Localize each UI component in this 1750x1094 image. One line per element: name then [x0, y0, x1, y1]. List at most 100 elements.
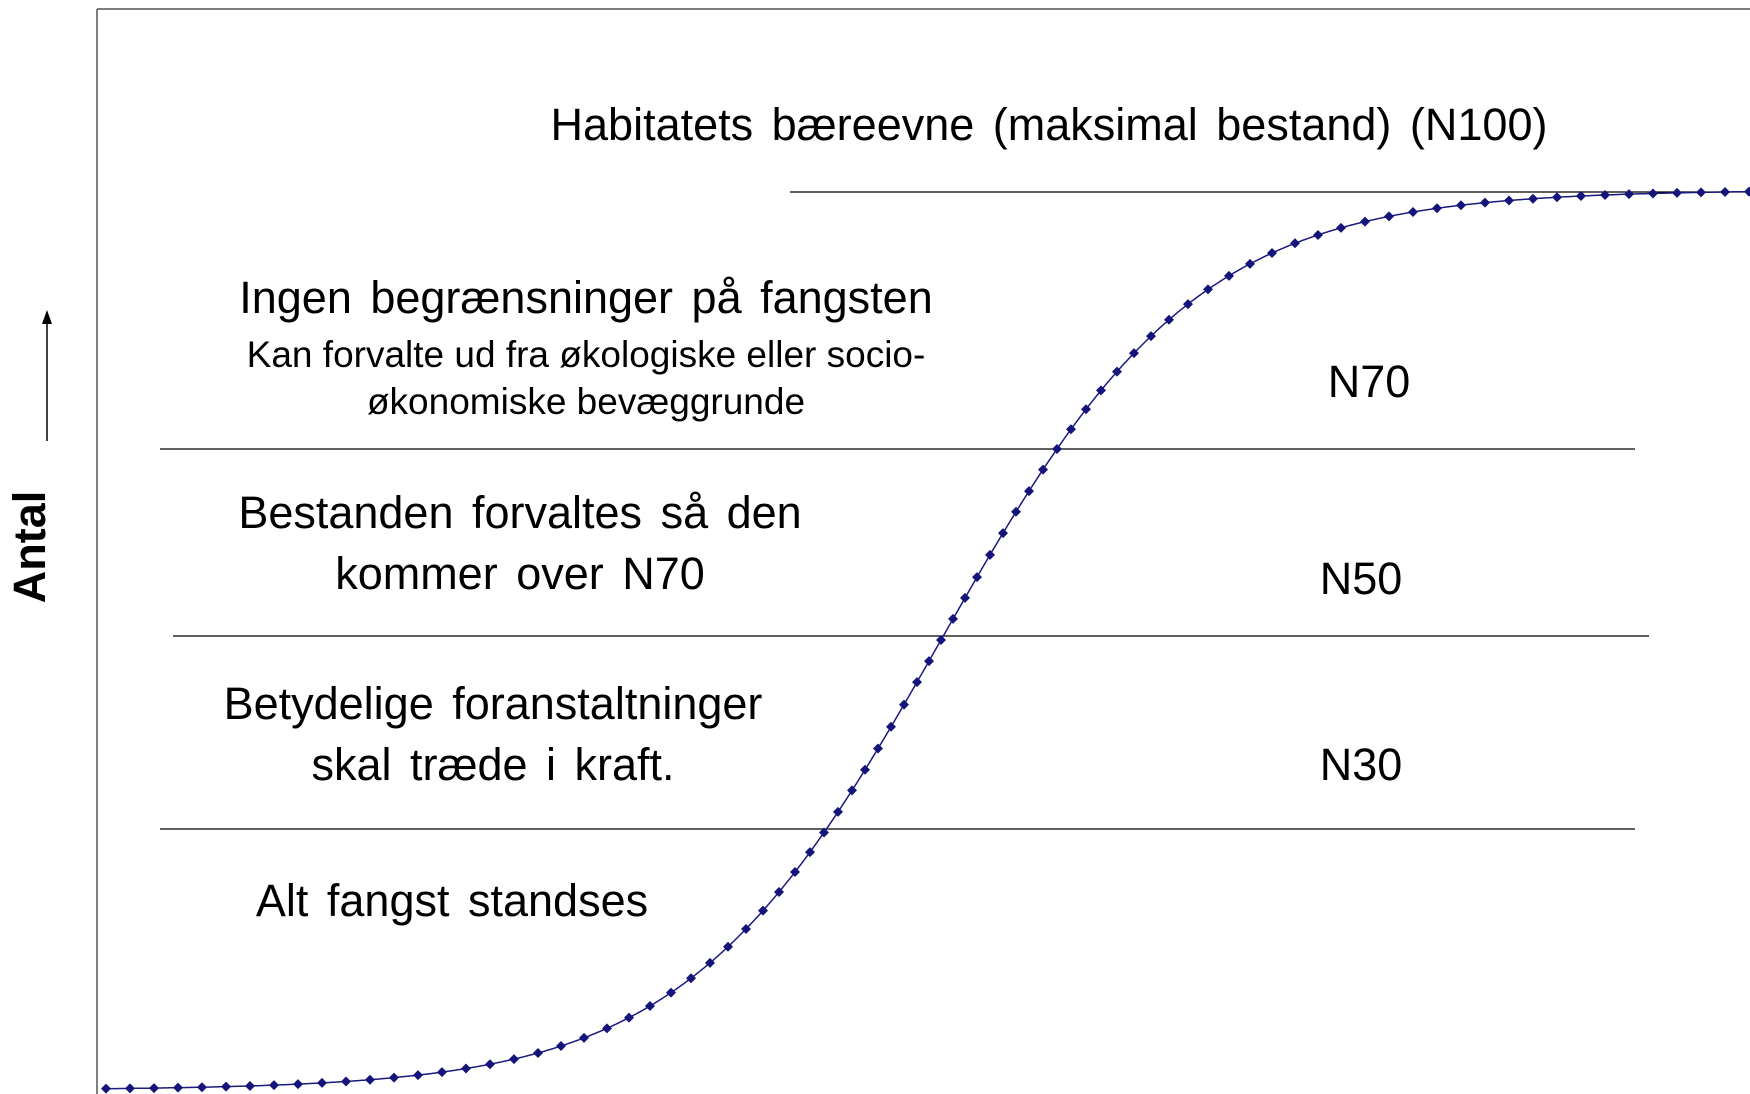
curve-marker — [1203, 284, 1213, 295]
zone-title: Bestanden forvaltes så den — [238, 487, 801, 538]
curve-marker — [972, 572, 982, 583]
curve-marker — [602, 1023, 612, 1034]
curve-marker — [1600, 189, 1610, 200]
curve-marker — [666, 987, 676, 998]
curve-marker — [1290, 238, 1300, 249]
curve-marker — [1066, 424, 1076, 435]
curve-marker — [1038, 464, 1048, 475]
curve-marker — [437, 1067, 447, 1078]
curve-marker — [1052, 443, 1062, 454]
curve-marker — [1011, 506, 1021, 517]
curve-marker — [1183, 299, 1193, 310]
curve-line — [106, 190, 1750, 1090]
curve-marker — [1267, 248, 1277, 259]
curve-marker — [173, 1082, 183, 1093]
curve-marker — [389, 1072, 399, 1083]
curve-marker — [1024, 486, 1034, 497]
curve-marker — [998, 528, 1008, 539]
curve-marker — [125, 1083, 135, 1094]
curve-marker — [833, 806, 843, 817]
curve-marker — [1552, 192, 1562, 203]
curve-marker — [1081, 404, 1091, 415]
zone-title: Alt fangst standses — [256, 875, 648, 926]
curve-marker — [1164, 314, 1174, 325]
curve-marker — [341, 1076, 351, 1087]
curve-marker — [624, 1012, 634, 1023]
curve-marker — [1129, 348, 1139, 359]
curve-marker — [805, 847, 815, 858]
curve-marker — [317, 1077, 327, 1088]
curve-marker — [579, 1032, 589, 1043]
axis-label: Antal — [4, 491, 55, 604]
curve-marker — [461, 1063, 471, 1074]
curve-marker — [1720, 186, 1730, 197]
curve-marker — [1146, 331, 1156, 342]
arrow-head — [42, 310, 52, 324]
curve-marker — [960, 592, 970, 603]
curve-marker — [365, 1074, 375, 1085]
curve-marker — [1648, 188, 1658, 199]
curve-marker — [533, 1047, 543, 1058]
curve-marker — [1245, 258, 1255, 269]
curve-marker — [1408, 206, 1418, 217]
curve-marker — [705, 957, 715, 968]
curve-marker — [509, 1054, 519, 1065]
curve-marker — [886, 721, 896, 732]
curve-marker — [936, 635, 946, 645]
curve-marker — [1313, 229, 1323, 240]
curve-marker — [1384, 211, 1394, 222]
zone-title: kommer over N70 — [335, 548, 705, 599]
curve-marker — [645, 1000, 655, 1011]
curve-marker — [912, 677, 922, 688]
curve-marker — [1672, 187, 1682, 198]
curve-marker — [1432, 203, 1442, 214]
curve-marker — [1576, 191, 1586, 202]
curve-marker — [269, 1080, 279, 1091]
curve-marker — [1360, 216, 1370, 227]
curve-marker — [924, 656, 934, 667]
level-label: N50 — [1320, 553, 1403, 604]
curve-marker — [1096, 385, 1106, 396]
curve-marker — [293, 1079, 303, 1090]
zone-subtitle: Kan forvalte ud fra økologiske eller soc… — [247, 334, 926, 375]
level-label: N30 — [1320, 739, 1403, 790]
curve-marker — [819, 827, 829, 838]
curve-marker — [1456, 200, 1466, 211]
zone-subtitle: økonomiske bevæggrunde — [367, 381, 805, 422]
curve-marker — [741, 923, 751, 934]
curve-marker — [847, 785, 857, 796]
curve-marker — [774, 886, 784, 897]
curve-marker — [1504, 195, 1514, 206]
curve-marker — [758, 905, 768, 916]
curve-marker — [556, 1041, 566, 1052]
curve-marker — [860, 764, 870, 775]
curve-marker — [197, 1082, 207, 1093]
curve-marker — [221, 1081, 231, 1092]
curve-marker — [1624, 189, 1634, 200]
curve-marker — [790, 867, 800, 878]
curve-marker — [899, 699, 909, 710]
zone-title: Betydelige foranstaltninger — [224, 678, 763, 729]
curve-marker — [1528, 193, 1538, 204]
level-label: N70 — [1328, 356, 1411, 407]
curve-marker — [948, 613, 958, 624]
zone-title: Ingen begrænsninger på fangsten — [239, 272, 933, 323]
curve-marker — [1336, 222, 1346, 233]
curve-marker — [1480, 197, 1490, 208]
curve-marker — [723, 941, 733, 952]
curve-marker — [686, 973, 696, 984]
curve-marker — [149, 1083, 159, 1094]
curve-marker — [1744, 186, 1750, 197]
curve-marker — [485, 1059, 495, 1070]
curve-marker — [413, 1070, 423, 1081]
curve-marker — [245, 1080, 255, 1091]
curve-marker — [1696, 187, 1706, 198]
growth-curve — [101, 186, 1750, 1094]
capacity-label: Habitatets bæreevne (maksimal bestand) (… — [551, 99, 1548, 150]
zone-title: skal træde i kraft. — [311, 739, 674, 790]
curve-marker — [1224, 270, 1234, 281]
curve-marker — [101, 1083, 111, 1094]
curve-marker — [873, 743, 883, 754]
curve-marker — [1112, 366, 1122, 377]
